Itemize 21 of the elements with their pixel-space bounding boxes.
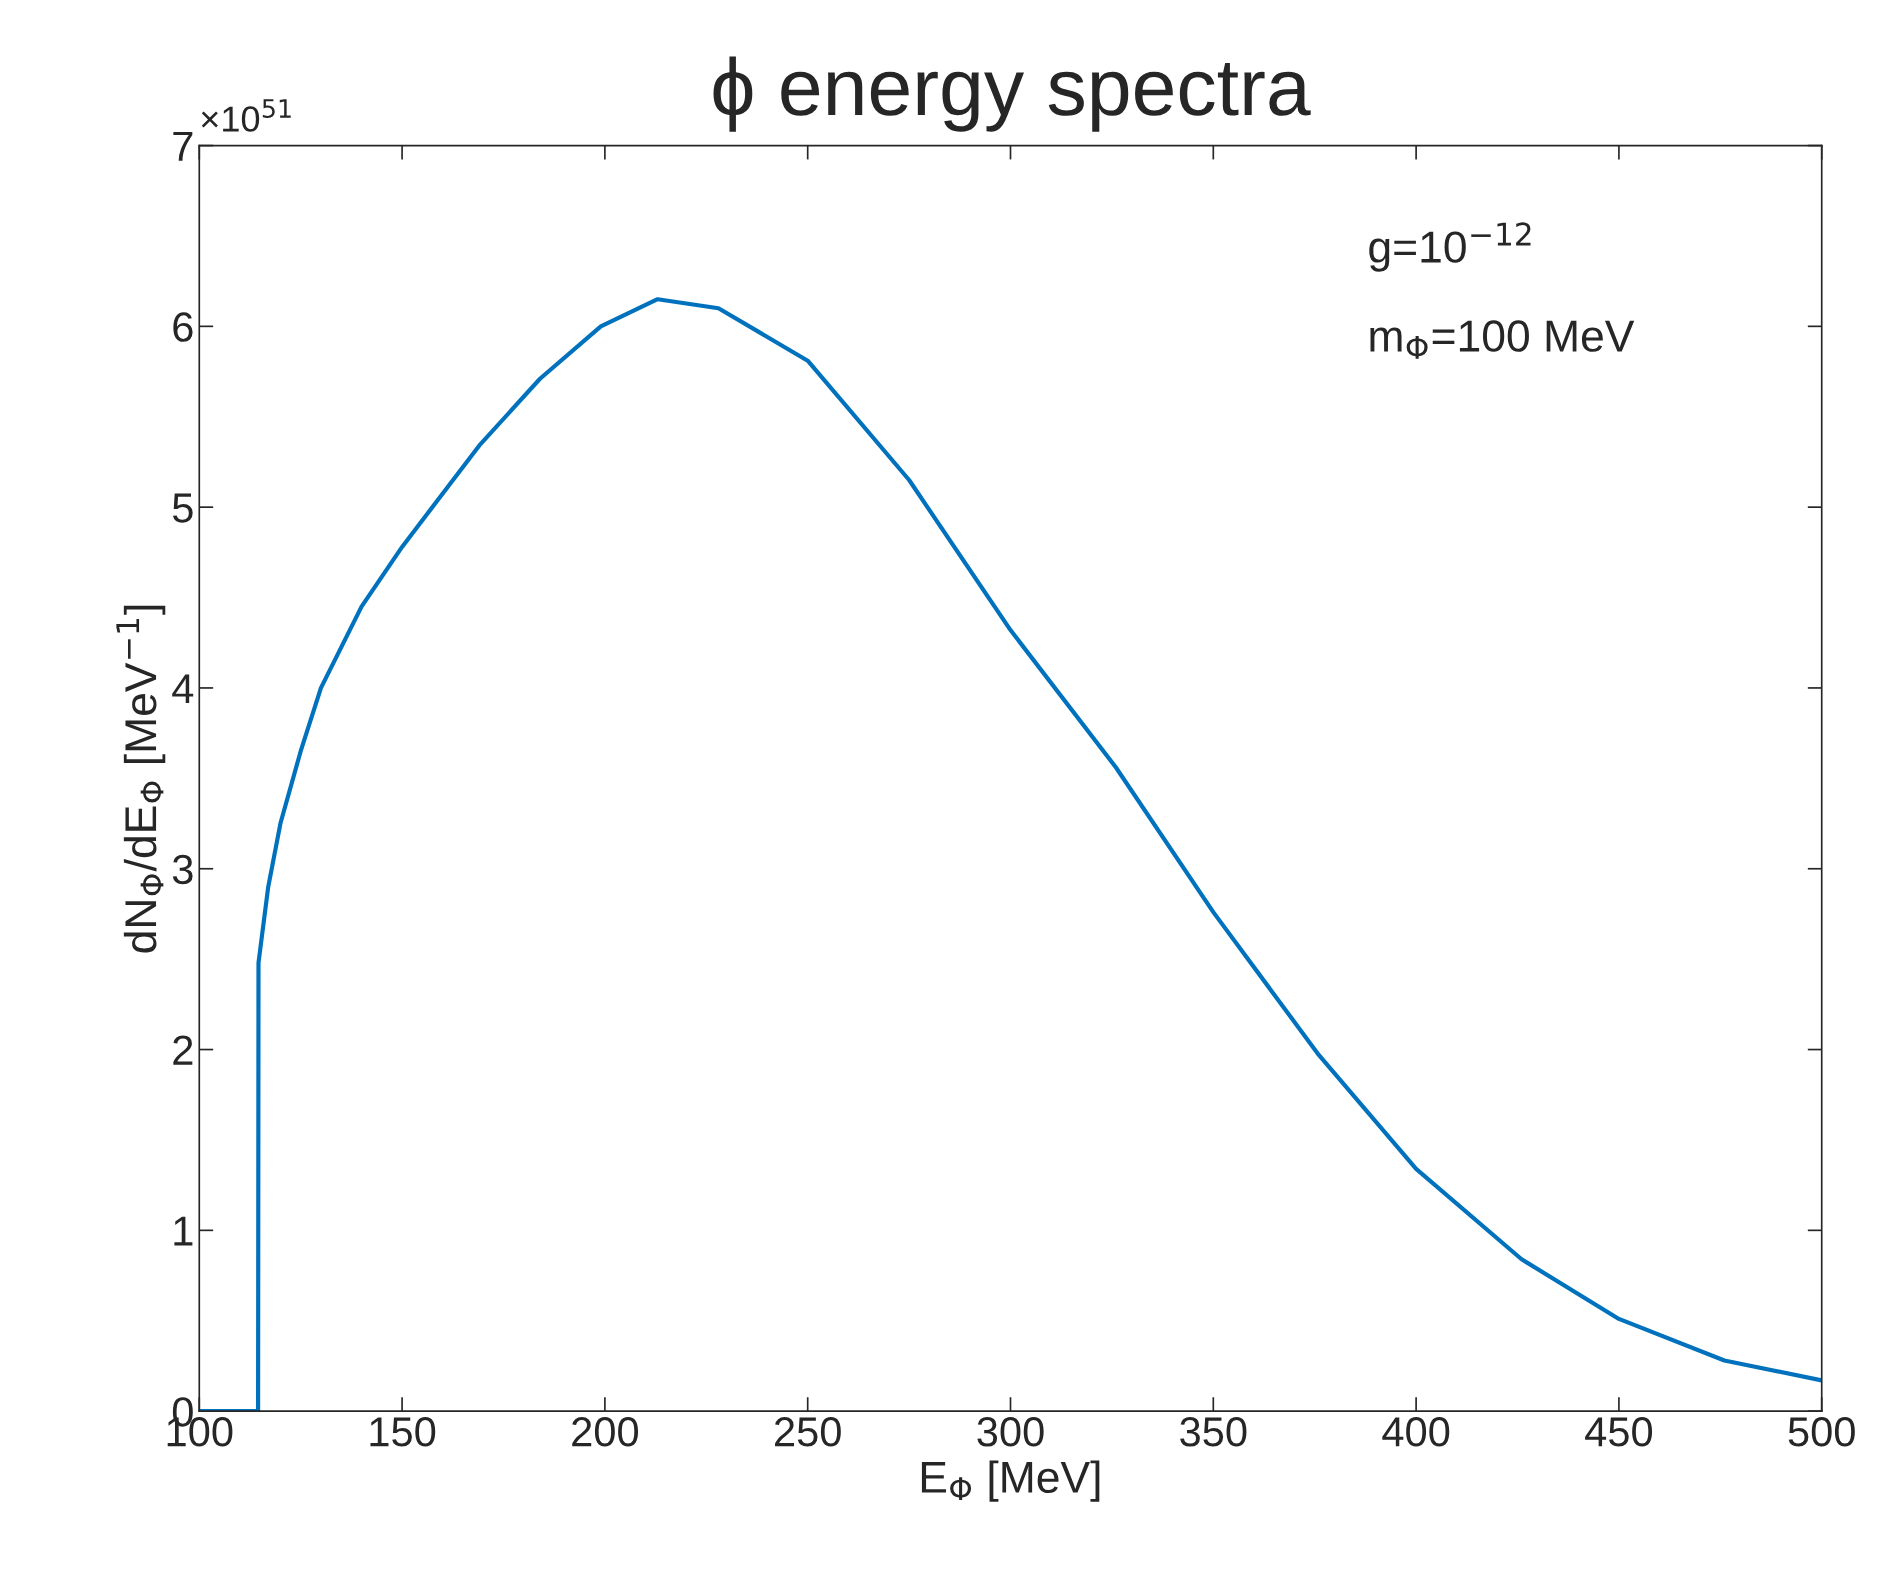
y-tick-label: 3 bbox=[172, 854, 193, 885]
x-tick-label: 350 bbox=[1180, 1417, 1247, 1447]
y-axis-title: dN$_{Φ}$/dE$_{Φ}$ [MeV$^{−1}$] bbox=[116, 605, 166, 953]
y-tick-label: 6 bbox=[173, 312, 193, 342]
x-tick-label: 500 bbox=[1788, 1417, 1855, 1447]
y-tick-label: 2 bbox=[173, 1035, 193, 1065]
annotation: m$_{Φ}$=100 MeV bbox=[1370, 320, 1635, 359]
y-tick-label: 1 bbox=[174, 1216, 193, 1246]
annotation: g=10$^{−12}$ bbox=[1369, 222, 1531, 272]
y-tick-label: 4 bbox=[172, 674, 194, 704]
x-tick-label: 200 bbox=[572, 1417, 639, 1447]
x-tick-label: 400 bbox=[1382, 1417, 1450, 1447]
x-tick-label: 450 bbox=[1585, 1417, 1653, 1447]
y-tick-label: 7 bbox=[173, 131, 193, 161]
text: ×10$^{51}$ bbox=[201, 99, 291, 132]
chart-title: ϕ energy spectra bbox=[713, 56, 1311, 132]
x-axis-title: E$_{Φ}$ [MeV] bbox=[921, 1460, 1100, 1502]
x-tick-label: 150 bbox=[370, 1417, 436, 1447]
x-tick-label: 300 bbox=[977, 1417, 1044, 1447]
x-tick-label: 250 bbox=[775, 1417, 841, 1447]
y-tick-label: 5 bbox=[172, 493, 193, 523]
